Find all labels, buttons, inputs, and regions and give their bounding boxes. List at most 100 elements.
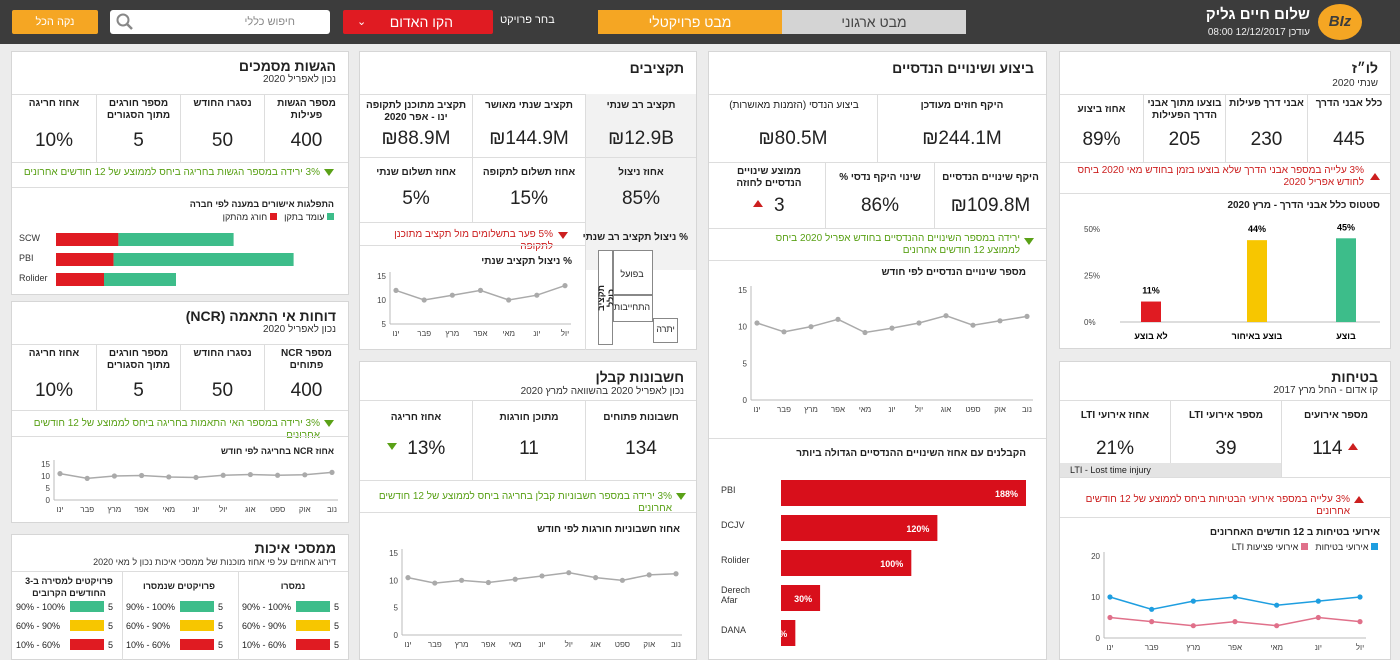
- quality-range-label: 10% - 60%: [242, 640, 287, 650]
- x-tick-label: יול: [561, 329, 569, 338]
- quality-range-bar: [70, 601, 104, 612]
- tab-org-view[interactable]: מבט ארגוני: [782, 10, 966, 34]
- data-point: [220, 472, 226, 478]
- bar: [781, 620, 796, 646]
- x-tick-label: פבר: [1145, 643, 1159, 652]
- budget-bar-label: יתרה: [656, 324, 675, 334]
- user-greeting: שלום חיים גליק: [1205, 6, 1310, 23]
- kpi-label: מספר חורגים מתוך הסגורים: [106, 348, 171, 371]
- x-tick-label: ספט: [965, 405, 980, 414]
- kpi-value: 3: [729, 195, 809, 217]
- x-tick-label: מרץ: [107, 505, 121, 514]
- x-tick-label: פבר: [417, 329, 431, 338]
- x-tick-label: פבר: [80, 505, 94, 514]
- tab-project-view[interactable]: מבט פרויקטלי: [598, 10, 782, 34]
- budget-bar-label: בפועל: [620, 269, 644, 279]
- kpi-label: ממוצע שינויים הנדסיים לחוזה: [736, 166, 802, 189]
- contractor-chart-title: אחוז חשבוניות חורגות לפי חודש: [537, 524, 680, 535]
- data-point: [1232, 619, 1238, 625]
- data-point: [1190, 598, 1196, 604]
- submissions-chart-title: התפלגות אישורים במענה לפי חברה: [189, 199, 334, 209]
- category-label: Rolider: [721, 555, 750, 565]
- kpi-value: ₪12.9B: [608, 128, 674, 149]
- bar: [781, 550, 912, 576]
- kpi-value: ₪109.8M: [950, 195, 1031, 216]
- kpi-value: 10%: [34, 380, 74, 401]
- kpi-value: 114: [1290, 438, 1380, 460]
- kpi-value: 85%: [621, 188, 661, 209]
- y-tick-label: 0%: [1084, 318, 1096, 327]
- kpi-value: 445: [1333, 129, 1365, 150]
- data-point: [459, 577, 465, 583]
- y-tick-label: 50%: [1084, 225, 1100, 234]
- kpi-label: אחוז ביצוע: [1077, 104, 1126, 115]
- budget-axis-box: [598, 250, 613, 345]
- x-tick-label: מאי: [162, 505, 175, 514]
- quality-title: ממסכי איכות: [254, 540, 336, 556]
- submissions-legend: עומד בתקן חורג מהתקן: [223, 212, 334, 222]
- x-tick-label: יונ: [533, 329, 540, 338]
- budgets-card: תקציבים תקציב רב שנתי ₪12.9B תקציב שנתי …: [359, 51, 697, 350]
- quality-range-bar: [180, 601, 214, 612]
- data-point: [997, 318, 1003, 324]
- data-point: [539, 573, 545, 579]
- quality-range-count: 5: [108, 602, 114, 612]
- data-point: [754, 320, 760, 326]
- x-tick-label: ספט: [615, 640, 630, 649]
- kpi-label: תקציב מתוכנן לתקופה ינו - אפר 2020: [365, 100, 467, 123]
- kpi-value: 205: [1168, 129, 1201, 150]
- x-tick-label: ינו: [392, 329, 399, 338]
- kpi-value: 39: [1215, 438, 1237, 459]
- x-tick-label: נוב: [671, 640, 681, 649]
- kpi-label: נסגרו החודש: [193, 348, 252, 359]
- x-tick-label: אפר: [481, 640, 495, 649]
- data-point: [84, 475, 90, 481]
- data-label: 120%: [906, 524, 929, 534]
- kpi-value: 21%: [1095, 438, 1135, 459]
- bar-segment: [113, 253, 294, 266]
- schedule-chart-title: סטטוס כלל אבני הדרך - מרץ 2020: [1227, 200, 1380, 211]
- y-tick-label: 0: [743, 396, 748, 405]
- y-tick-label: 5: [743, 359, 748, 368]
- budgets-alert: 5% פער בתשלומים מול תקציב מתוכנן לתקופה: [394, 229, 553, 252]
- kpi-label: ביצוע הנדסי (הזמנות מאושרות): [729, 100, 859, 111]
- category-label: DCJV: [721, 520, 745, 530]
- x-tick-label: אוג: [245, 505, 255, 514]
- data-label: 11%: [770, 629, 788, 639]
- quality-range-count: 5: [218, 602, 224, 612]
- clear-all-button[interactable]: נקה הכל: [12, 10, 98, 34]
- project-select[interactable]: הקו האדום ⌄: [343, 10, 493, 34]
- search-input[interactable]: חיפוש כללי: [110, 10, 330, 34]
- x-tick-label: אוק: [643, 640, 655, 649]
- kpi-label: אבני דרך פעילות: [1229, 98, 1304, 109]
- kpi-value: 50: [211, 380, 234, 401]
- y-tick-label: 10: [389, 576, 398, 585]
- x-tick-label: יונ: [538, 640, 545, 649]
- bar: [1141, 301, 1161, 322]
- ncr-title: דוחות אי התאמה (NCR): [185, 308, 336, 324]
- data-point: [1190, 623, 1196, 629]
- data-point: [57, 471, 63, 477]
- kpi-label: היקף חוזים מעודכן: [920, 100, 1004, 111]
- data-point: [1107, 594, 1113, 600]
- data-label: 100%: [880, 559, 903, 569]
- logo: BIz: [1318, 4, 1362, 40]
- quality-range-count: 5: [218, 640, 224, 650]
- x-tick-label: יונ: [1315, 643, 1322, 652]
- safety-subtitle: קו אדום - החל מרץ 2017: [1273, 385, 1378, 396]
- category-label: PBI: [721, 485, 736, 495]
- quality-range-label: 60% - 90%: [16, 621, 61, 631]
- kpi-label: אחוז תשלום לתקופה: [482, 167, 576, 178]
- data-point: [862, 329, 868, 336]
- approvals-by-company-chart: SCW PBI Rolider: [19, 233, 294, 286]
- trend-down-icon: [676, 493, 686, 500]
- x-tick-label: ינו: [753, 405, 760, 414]
- bar-segment: [118, 233, 234, 246]
- data-point: [421, 297, 427, 303]
- schedule-subtitle: שנתי 2020: [1332, 78, 1378, 89]
- x-tick-label: ינו: [404, 640, 411, 649]
- ncr-card: דוחות אי התאמה (NCR) נכון לאפריל 2020 מס…: [11, 301, 349, 523]
- quality-column-header: פרויקטים למסירה ב-3 החודשים הקרובים: [25, 576, 113, 598]
- budget-bar-label: התחייבות: [613, 302, 651, 312]
- x-tick-label: אוג: [590, 640, 600, 649]
